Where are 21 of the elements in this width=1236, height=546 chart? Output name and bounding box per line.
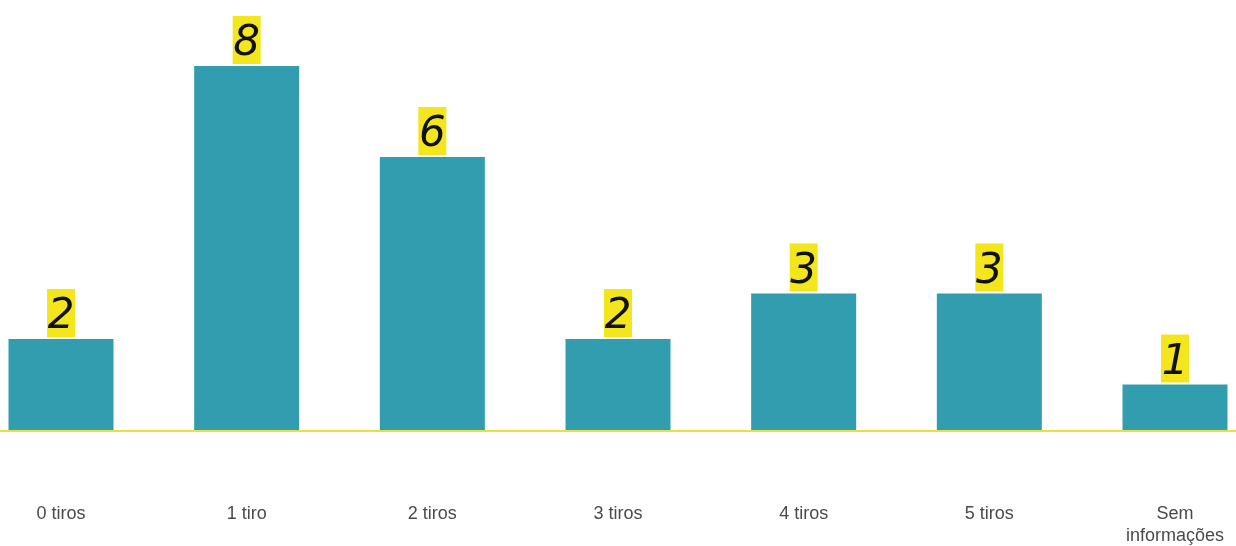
bar	[8, 339, 114, 430]
data-label: 6	[418, 107, 446, 156]
bar	[936, 293, 1042, 430]
x-tick-label: Sem informações	[1125, 503, 1225, 545]
x-tick-label: 2 tiros	[407, 503, 457, 523]
bar	[379, 157, 485, 430]
bar	[751, 293, 857, 430]
x-tick-label: 1 tiro	[226, 503, 267, 523]
data-label: 3	[790, 243, 818, 293]
x-tick-label: 4 tiros	[779, 503, 829, 523]
data-label: 2	[604, 289, 632, 338]
data-label: 3	[975, 243, 1003, 293]
bar	[565, 339, 671, 430]
bar	[194, 66, 300, 430]
data-label: 2	[47, 289, 75, 338]
x-tick-label: 5 tiros	[964, 503, 1014, 523]
bar	[1122, 384, 1228, 430]
x-tick-label: 0 tiros	[36, 503, 86, 523]
data-label: 1	[1161, 334, 1189, 384]
x-tick-label: 3 tiros	[593, 503, 643, 523]
data-label: 8	[233, 16, 261, 65]
